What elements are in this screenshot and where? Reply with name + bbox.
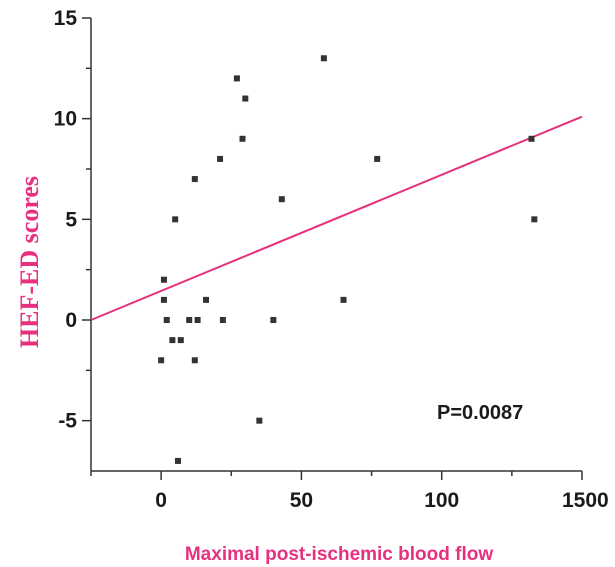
data-point: [531, 216, 538, 223]
data-point: [191, 357, 198, 364]
tick-labels: -5 0 5 10 15 0 50 100 1500: [54, 7, 609, 512]
y-tick-label: 0: [65, 309, 77, 332]
data-point: [158, 357, 165, 364]
y-tick-label: 15: [54, 7, 78, 30]
data-point: [177, 337, 184, 344]
data-point: [374, 155, 381, 162]
data-point: [239, 135, 246, 142]
data-point: [169, 337, 176, 344]
data-point: [270, 317, 277, 323]
data-point: [191, 176, 198, 183]
data-point: [320, 55, 327, 62]
x-tick-label: 0: [155, 489, 167, 512]
data-point: [528, 135, 535, 142]
axes: [90, 18, 582, 472]
data-point: [174, 457, 181, 464]
p-value-annotation: P=0.0087: [437, 402, 523, 424]
data-point: [242, 95, 249, 102]
regression-line: [90, 115, 583, 321]
x-tick-label: 1500: [562, 489, 609, 512]
data-point: [163, 317, 170, 323]
x-tick-label: 50: [290, 489, 313, 512]
data-point: [186, 317, 193, 323]
data-point: [194, 317, 201, 323]
data-point: [340, 296, 347, 303]
data-point: [278, 196, 285, 203]
data-point: [160, 276, 167, 283]
x-axis-label: Maximal post-ischemic blood flow: [185, 544, 493, 565]
y-axis-label: HEF-ED scores: [15, 176, 44, 348]
data-point: [233, 75, 240, 82]
data-points: [158, 55, 538, 464]
data-point: [172, 216, 179, 223]
data-point: [203, 296, 210, 303]
data-point: [217, 155, 224, 162]
ticks: [82, 17, 583, 480]
y-tick-label: -5: [58, 410, 77, 433]
data-point: [219, 317, 226, 323]
data-point: [160, 296, 167, 303]
data-point: [256, 417, 263, 424]
y-tick-label: 10: [54, 108, 77, 131]
y-tick-label: 5: [65, 208, 77, 231]
x-tick-label: 100: [424, 489, 459, 512]
